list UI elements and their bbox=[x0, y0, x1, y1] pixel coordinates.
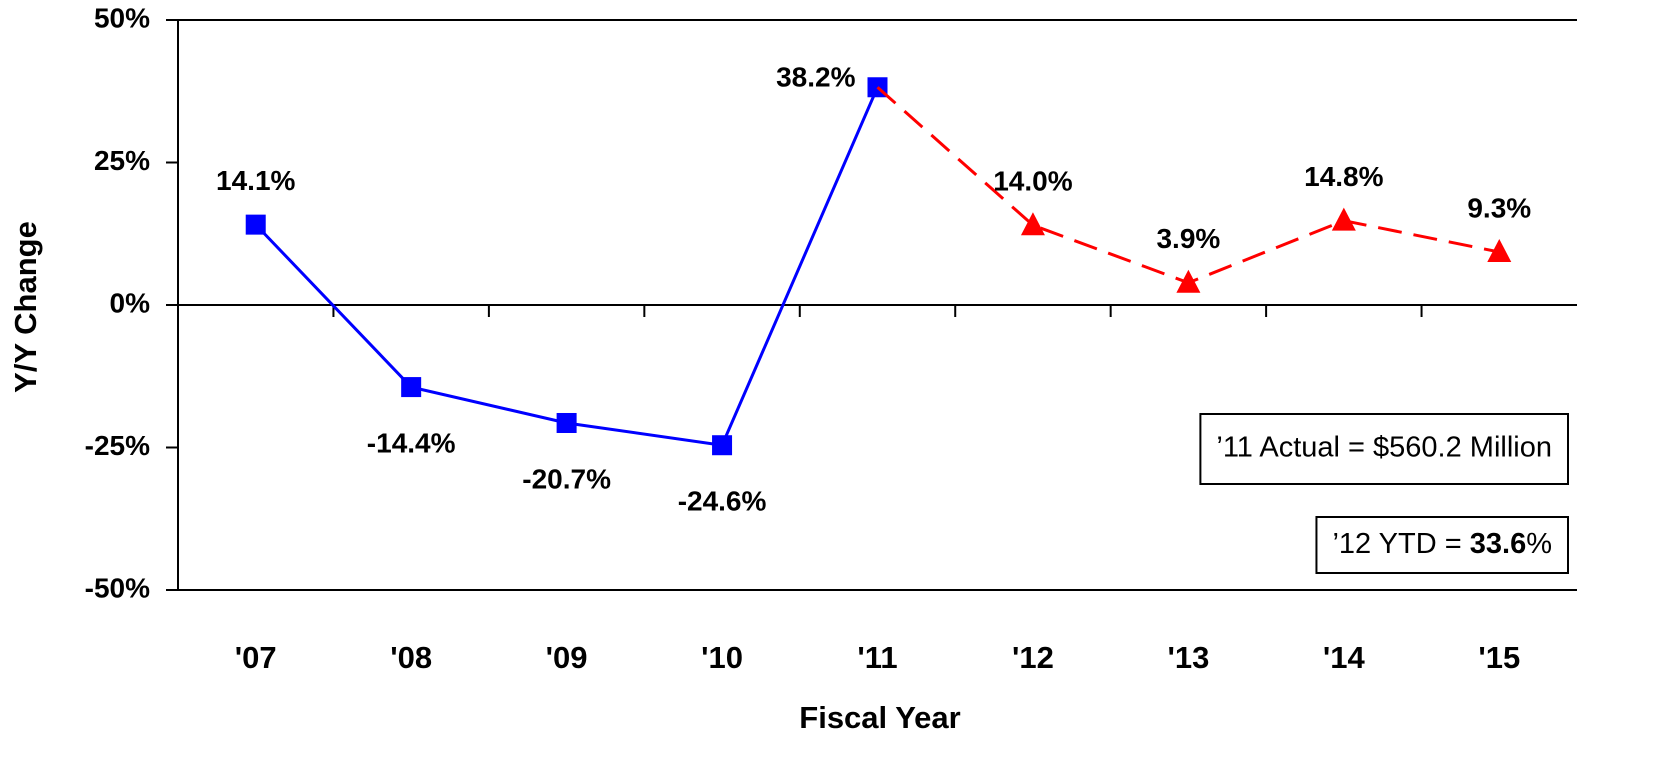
data-label: -14.4% bbox=[367, 427, 456, 458]
annotation-box bbox=[1315, 516, 1569, 574]
data-label: 14.1% bbox=[216, 165, 295, 196]
annotation-part: 33.6 bbox=[1470, 528, 1526, 560]
y-tick-label: -50% bbox=[85, 572, 150, 603]
data-label: 3.9% bbox=[1156, 223, 1220, 254]
data-point bbox=[1020, 212, 1045, 236]
data-label: -20.7% bbox=[522, 463, 611, 494]
annotation-box bbox=[1199, 413, 1569, 485]
data-point bbox=[556, 412, 577, 433]
data-label: 9.3% bbox=[1467, 192, 1531, 223]
x-tick-label: '14 bbox=[1323, 640, 1366, 675]
x-tick-label: '13 bbox=[1167, 640, 1209, 675]
y-tick-label: 50% bbox=[94, 2, 150, 33]
data-label: 38.2% bbox=[776, 62, 855, 93]
data-label: -24.6% bbox=[678, 486, 767, 517]
data-point bbox=[712, 435, 733, 456]
x-axis-title: Fiscal Year bbox=[799, 700, 960, 735]
y-axis-title: Y/Y Change bbox=[8, 221, 43, 393]
annotation-text: ’12 YTD = 33.6% bbox=[1332, 528, 1552, 560]
y-tick-label: -25% bbox=[85, 430, 150, 461]
y-tick-label: 25% bbox=[94, 145, 150, 176]
data-point bbox=[245, 214, 266, 235]
data-point bbox=[401, 377, 422, 398]
x-tick-label: '10 bbox=[701, 640, 743, 675]
data-label: 14.0% bbox=[993, 166, 1072, 197]
x-tick-label: '09 bbox=[546, 640, 588, 675]
annotation-part: % bbox=[1526, 528, 1552, 560]
x-tick-label: '07 bbox=[235, 640, 277, 675]
x-tick-label: '11 bbox=[857, 640, 897, 675]
x-tick-label: '15 bbox=[1478, 640, 1520, 675]
data-point bbox=[1176, 269, 1201, 293]
y-tick-label: 0% bbox=[110, 287, 151, 318]
data-label: 14.8% bbox=[1304, 161, 1383, 192]
annotation-part: ’12 YTD = bbox=[1332, 528, 1469, 560]
x-tick-label: '12 bbox=[1012, 640, 1054, 675]
annotation-text: ’11 Actual = $560.2 Million bbox=[1216, 432, 1552, 464]
series-line bbox=[254, 86, 879, 447]
x-tick-label: '08 bbox=[390, 640, 432, 675]
data-point bbox=[1487, 238, 1512, 262]
data-point bbox=[1331, 207, 1356, 231]
